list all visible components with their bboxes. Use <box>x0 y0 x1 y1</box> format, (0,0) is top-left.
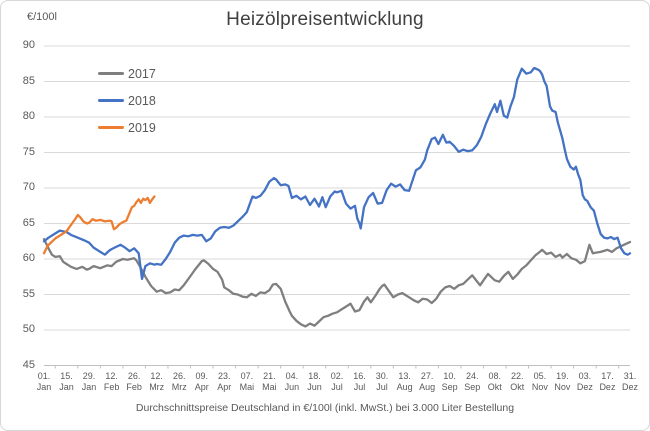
y-axis-tick-label: 45 <box>22 358 35 371</box>
x-axis-tick-label: 10. Sep <box>441 370 458 392</box>
series-2018-line <box>42 66 632 281</box>
y-axis-tick-label: 60 <box>22 252 35 264</box>
x-axis-tick-label: 05. Nov <box>531 370 548 392</box>
y-axis-tick-label: 65 <box>22 216 35 229</box>
x-axis-tick-label: 04. Jun <box>284 370 300 392</box>
legend-line-swatch <box>98 72 124 75</box>
legend-item-2017: 2017 <box>98 65 156 82</box>
legend: 2017 2018 2019 <box>98 65 156 136</box>
y-axis-tick-label: 80 <box>22 110 35 122</box>
x-axis-tick-label: 31. Dez <box>621 370 638 392</box>
y-axis-unit-label: €/100l <box>27 11 57 23</box>
y-axis-tick-label: 75 <box>22 145 35 158</box>
legend-label: 2018 <box>128 93 156 108</box>
x-axis-tick-label: 13. Aug <box>396 370 413 392</box>
x-axis-tick-label: 22. Okt <box>510 370 525 392</box>
x-axis-tick-label: 01. Jan <box>36 370 52 392</box>
x-axis-tick-label: 12. Mrz <box>149 370 165 392</box>
legend-label: 2019 <box>128 120 156 135</box>
y-axis-tick-label: 50 <box>22 323 35 335</box>
legend-line-swatch <box>98 126 124 129</box>
y-axis-tick-label: 70 <box>22 181 35 193</box>
axis-caption: Durchschnittspreise Deutschland in €/100… <box>135 402 515 414</box>
x-axis-tick-label: 17. Dez <box>599 370 616 392</box>
x-axis-tick-label: 29. Jan <box>81 370 97 392</box>
x-axis-tick-label: 24. Sep <box>464 370 481 392</box>
x-axis-tick-label: 30. Jul <box>375 370 389 392</box>
x-axis-tick-label: 12. Feb <box>103 370 120 392</box>
x-axis-tick-label: 02. Jul <box>330 370 344 392</box>
x-axis-tick-label: 21. Mai <box>262 370 277 392</box>
x-axis-tick-label: 26. Mrz <box>171 370 187 392</box>
x-axis-tick-label: 18. Jun <box>307 370 322 392</box>
x-axis-tick-label: 09. Apr <box>194 370 209 392</box>
series-2019-line <box>42 195 156 255</box>
x-axis-tick-label: 26. Feb <box>126 370 142 392</box>
series-2017-line <box>42 237 632 328</box>
x-axis-tick-label: 16. Jul <box>353 370 366 392</box>
legend-label: 2017 <box>128 66 156 81</box>
x-axis-tick-label: 15. Jan <box>59 370 74 392</box>
chart-title: Heizölpreisentwicklung <box>226 9 424 30</box>
x-axis-tick-label: 23. Apr <box>217 370 232 392</box>
legend-item-2018: 2018 <box>98 92 156 109</box>
x-axis-tick-label: 03. Dez <box>576 370 593 392</box>
x-axis-tick-label: 08. Okt <box>487 370 502 392</box>
legend-item-2019: 2019 <box>98 119 156 136</box>
y-axis-tick-label: 55 <box>22 287 35 300</box>
y-axis-tick-label: 90 <box>22 39 35 51</box>
x-axis-tick-label: 27. Aug <box>419 370 436 392</box>
legend-line-swatch <box>98 99 124 102</box>
x-axis-tick-label: 07. Mai <box>239 370 255 392</box>
y-axis-tick-label: 85 <box>22 74 35 87</box>
x-axis-tick-label: 19. Nov <box>554 370 571 392</box>
